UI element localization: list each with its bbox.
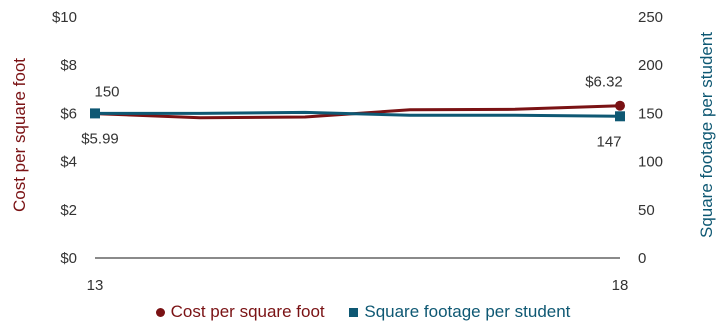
legend: Cost per square foot Square footage per … xyxy=(0,302,726,322)
data-label-sqft-end: 147 xyxy=(596,133,621,150)
left-tick-label: $4 xyxy=(60,154,77,171)
legend-item-cost: Cost per square foot xyxy=(155,302,325,322)
left-axis-ticks: $0 $2 $4 $6 $8 $10 xyxy=(52,9,77,267)
left-tick-label: $8 xyxy=(60,57,77,74)
data-label-sqft-start: 150 xyxy=(94,83,119,100)
right-tick-label: 50 xyxy=(638,202,655,219)
left-tick-label: $2 xyxy=(60,202,77,219)
legend-item-sqft: Square footage per student xyxy=(349,302,570,322)
circle-marker-icon xyxy=(155,308,165,318)
sqft-marker-end xyxy=(615,111,625,122)
right-axis-ticks: 0 50 100 150 200 250 xyxy=(638,9,663,267)
right-tick-label: 250 xyxy=(638,9,663,26)
right-tick-label: 0 xyxy=(638,250,646,267)
data-label-cost-start: $5.99 xyxy=(81,131,119,148)
legend-label-cost: Cost per square foot xyxy=(170,302,325,321)
chart: Cost per square foot Square footage per … xyxy=(10,9,716,294)
cost-marker-end xyxy=(615,100,625,111)
series-layer xyxy=(94,104,621,120)
left-tick-label: $6 xyxy=(60,105,77,122)
x-tick-label: 13 xyxy=(87,277,104,294)
series-line-sqft xyxy=(95,110,621,118)
square-marker-icon xyxy=(349,308,359,318)
right-tick-label: 200 xyxy=(638,57,663,74)
left-tick-label: $0 xyxy=(60,250,77,267)
left-axis-title: Cost per square foot xyxy=(10,58,29,212)
x-axis-ticks: 13 18 xyxy=(87,277,629,294)
left-tick-label: $10 xyxy=(52,9,77,26)
sqft-marker-start xyxy=(90,108,100,119)
right-axis-title: Square footage per student xyxy=(697,32,716,238)
marker-layer xyxy=(90,100,625,122)
legend-label-sqft: Square footage per student xyxy=(364,302,571,321)
data-label-cost-end: $6.32 xyxy=(585,74,623,91)
right-tick-label: 100 xyxy=(638,154,663,171)
x-tick-label: 18 xyxy=(612,277,629,294)
right-tick-label: 150 xyxy=(638,105,663,122)
